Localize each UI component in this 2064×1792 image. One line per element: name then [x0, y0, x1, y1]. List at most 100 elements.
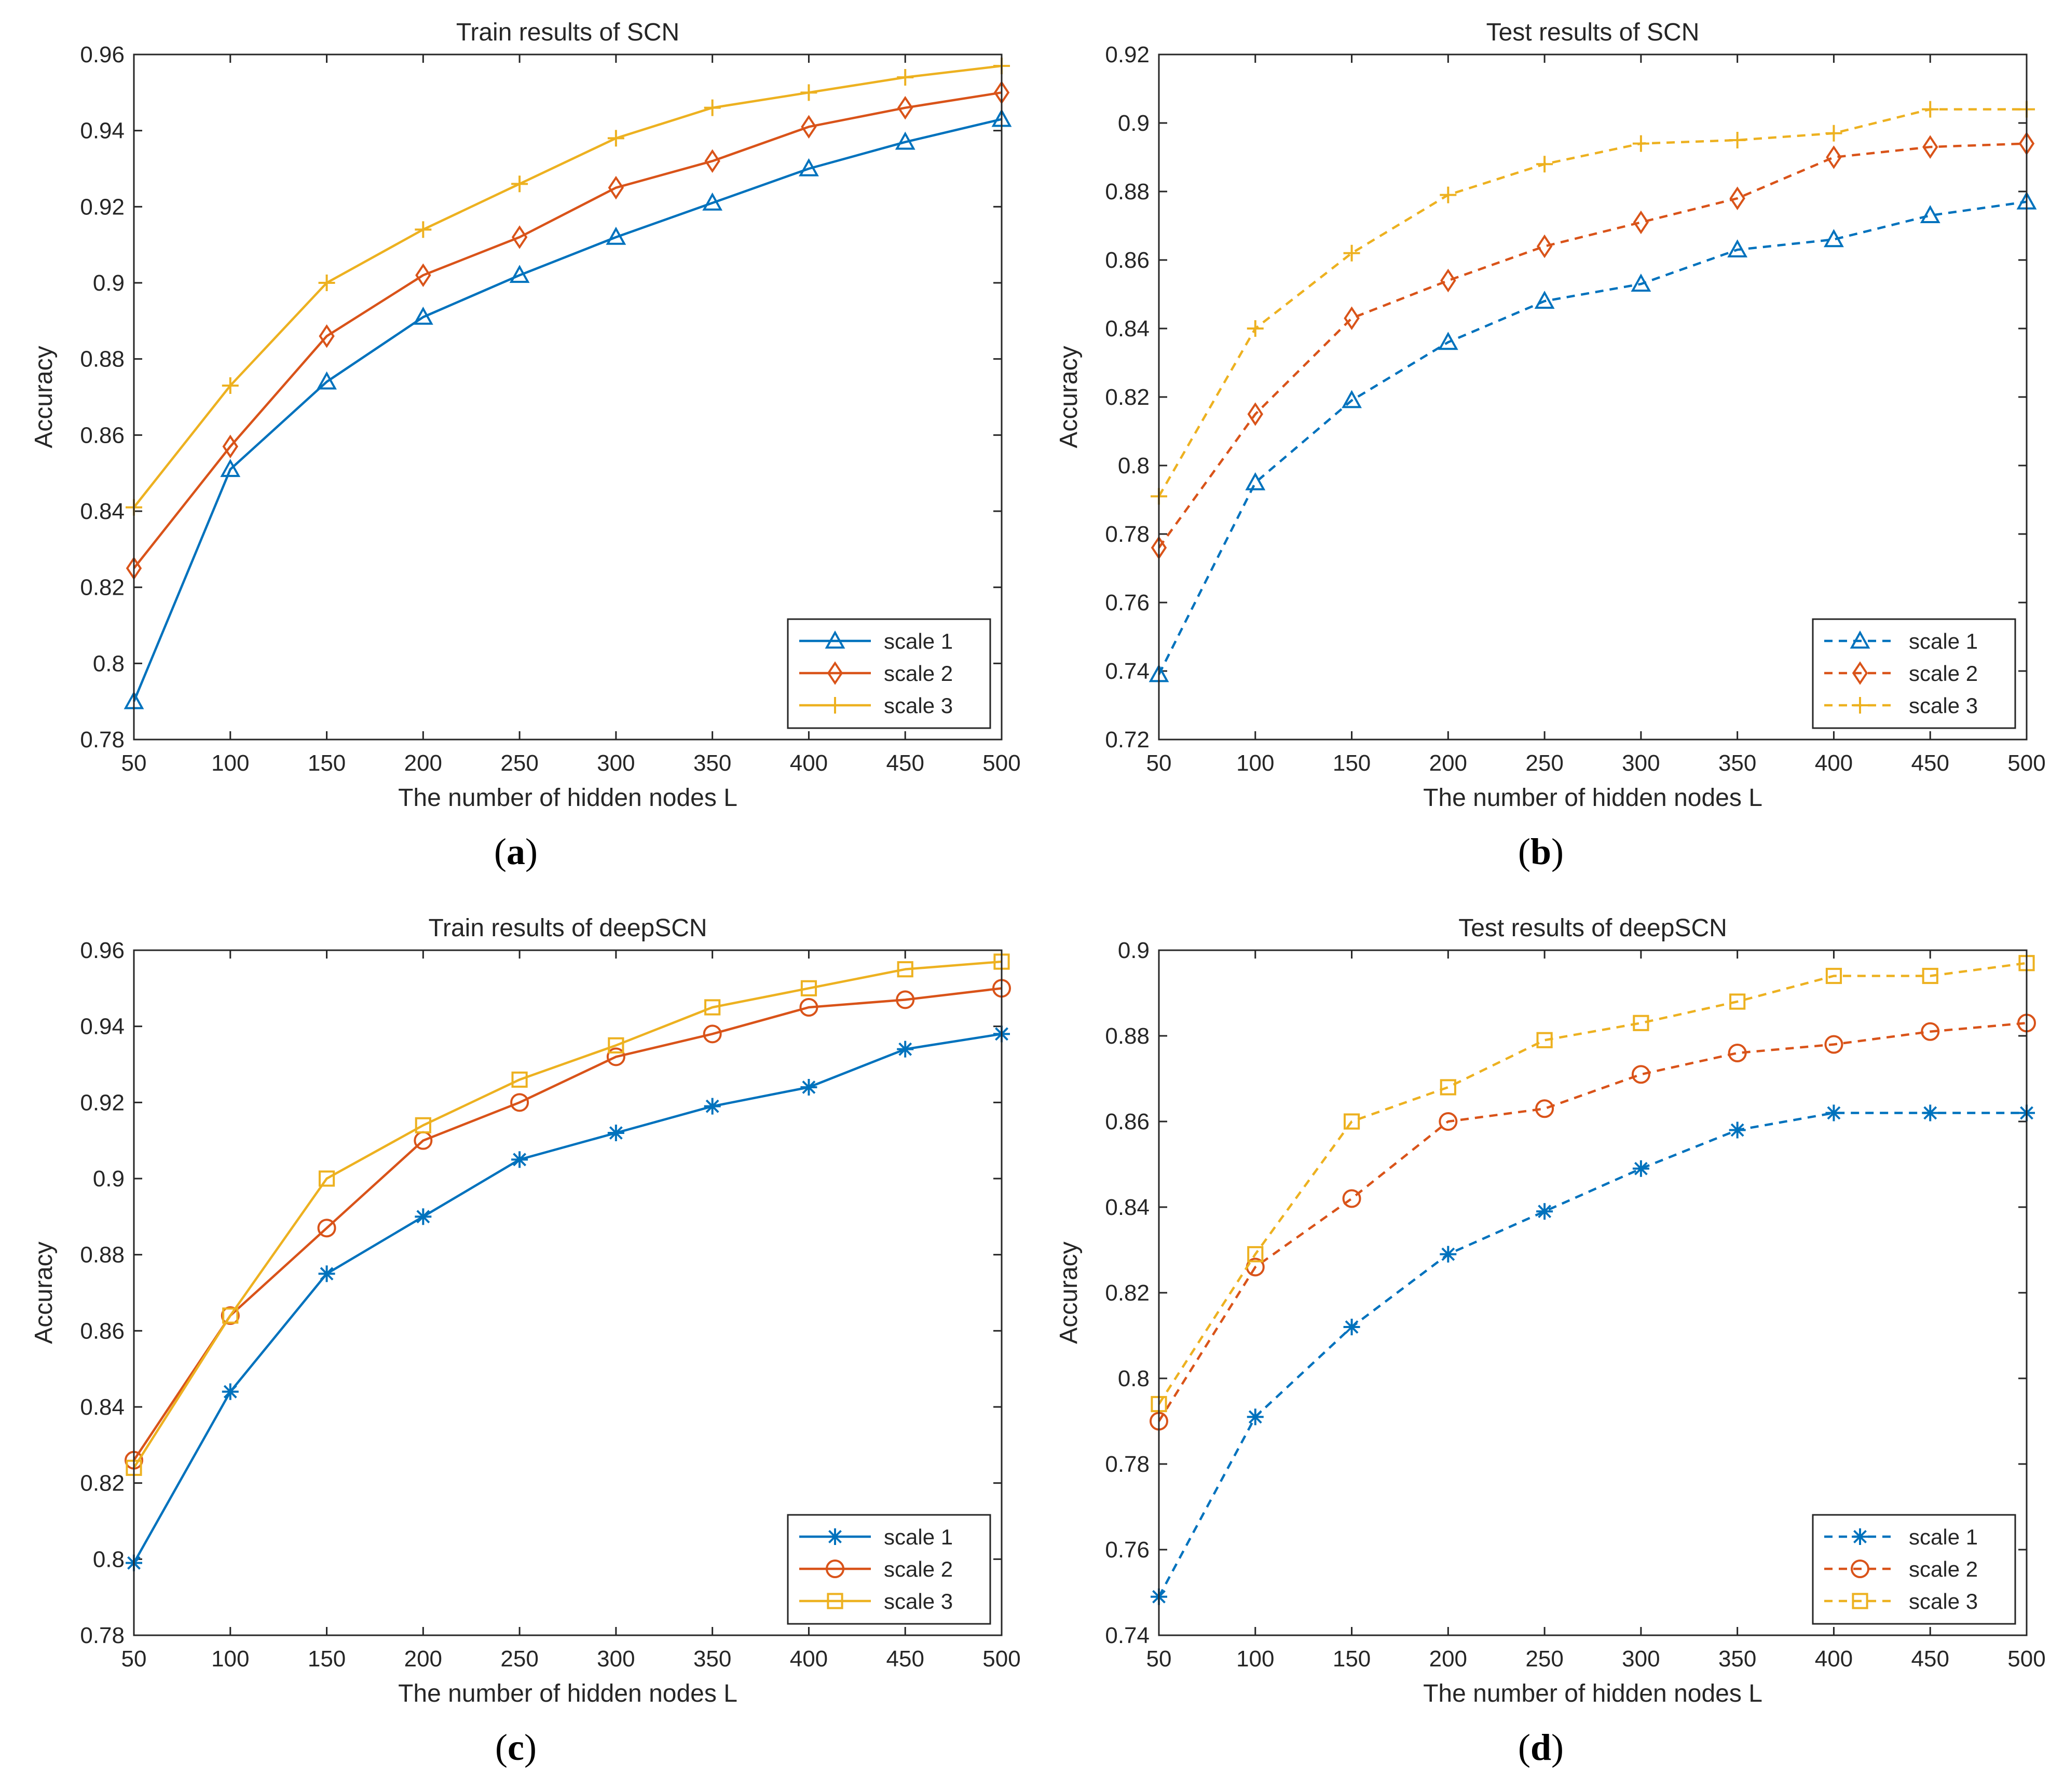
series-line [1158, 1112, 2027, 1597]
data-point-marker [801, 115, 817, 139]
y-axis-label: Accuracy [30, 346, 58, 448]
legend-marker [1852, 661, 1868, 685]
data-point-marker [1922, 967, 1938, 984]
axes-box [1158, 53, 2028, 741]
legend-marker [827, 697, 843, 714]
data-point-marker [1535, 1099, 1554, 1118]
y-tick-label: 0.72 [1105, 727, 1150, 753]
series-3 [1151, 101, 2035, 505]
x-tick-label: 450 [886, 1646, 924, 1672]
y-tick-label: 0.86 [1105, 1109, 1150, 1134]
panel-label-d: d [1530, 1727, 1552, 1768]
x-tick-label: 250 [1525, 750, 1563, 776]
y-tick-label: 0.82 [1105, 385, 1150, 410]
axes-box [1158, 949, 2028, 1636]
chart-panel-d: Test results of deepSCN 50 100 150 200 250 300… [1025, 896, 2057, 1791]
chart-title: Train results of deepSCN [428, 914, 707, 942]
data-point-marker [896, 990, 915, 1009]
x-tick-label: 150 [308, 1646, 346, 1672]
data-point-marker [1534, 291, 1555, 309]
legend-marker [827, 661, 843, 685]
data-point-marker [897, 1041, 914, 1058]
x-tick-label: 350 [693, 750, 731, 776]
legend: scale 1 scale 2 scale 3 [787, 618, 991, 729]
data-point-marker [1343, 1319, 1360, 1335]
data-point-marker [1536, 1203, 1553, 1220]
panel-caption-c: (c) [495, 1727, 537, 1768]
series-line [1157, 200, 2027, 675]
y-tick-label: 0.8 [1118, 1366, 1150, 1391]
legend-marker [1852, 1593, 1868, 1609]
panel-caption-b: (b) [1518, 831, 1564, 872]
y-tick-label: 0.88 [1105, 179, 1150, 204]
legend-entry: scale 3 [1909, 693, 1978, 718]
data-point-marker [415, 1208, 432, 1225]
x-axis-label: The number of hidden nodes L [398, 784, 737, 812]
y-tick-label: 0.74 [1105, 659, 1150, 684]
data-point-marker [1247, 1408, 1264, 1426]
legend-marker [827, 1593, 843, 1609]
data-point-marker [1342, 390, 1362, 408]
data-point-marker [1729, 186, 1745, 211]
data-point-marker [1921, 1022, 1940, 1041]
data-point-marker [1825, 1104, 1842, 1121]
data-point-marker [1343, 244, 1360, 262]
data-point-marker [1440, 1079, 1456, 1096]
data-point-marker [608, 1037, 624, 1054]
x-tick-label: 400 [1815, 1646, 1853, 1672]
y-tick-label: 0.94 [80, 1014, 125, 1039]
series-1 [1149, 191, 2037, 682]
y-tick-label: 0.78 [80, 727, 125, 753]
y-tick-label: 0.78 [1105, 522, 1150, 547]
chart-svg-b: Test results of SCN 50 100 150 200 250 300 350 4… [1055, 19, 2046, 812]
x-tick-label: 250 [500, 750, 538, 776]
data-point-marker [704, 99, 721, 116]
data-point-marker [222, 1307, 239, 1324]
chart-svg-d: Test results of deepSCN 50 100 150 200 250 300… [1055, 914, 2046, 1707]
legend-marker [1852, 697, 1868, 714]
x-tick-label: 300 [597, 750, 635, 776]
series-line [133, 64, 1002, 509]
y-tick-label: 0.78 [80, 1623, 125, 1648]
data-point-marker [222, 1383, 239, 1400]
data-point-marker [415, 221, 432, 238]
x-tick-label: 400 [1815, 750, 1853, 776]
y-tick-label: 0.84 [1105, 316, 1150, 341]
legend: scale 1 scale 2 scale 3 [1812, 618, 2016, 729]
data-point-marker [317, 1219, 336, 1238]
data-point-marker [703, 1024, 722, 1044]
data-point-marker [1729, 132, 1746, 148]
panel-label-c: c [508, 1727, 524, 1768]
series-2 [1151, 131, 2035, 560]
x-tick-label: 200 [1429, 1646, 1467, 1672]
x-tick-label: 450 [1911, 750, 1949, 776]
series-line [1158, 962, 2027, 1405]
x-tick-label: 50 [1146, 750, 1172, 776]
y-tick-label: 0.84 [1105, 1195, 1150, 1220]
data-point-marker [704, 149, 720, 173]
series-3 [1151, 955, 2035, 1413]
x-tick-label: 500 [982, 750, 1020, 776]
data-point-marker [511, 225, 528, 249]
data-point-marker [895, 131, 915, 150]
y-tick-label: 0.86 [1105, 248, 1150, 273]
legend-marker [1850, 630, 1870, 649]
panel-caption-a: (a) [494, 831, 538, 872]
data-point-marker [222, 434, 238, 459]
data-point-marker [1247, 1246, 1264, 1263]
x-tick-label: 100 [1236, 1646, 1274, 1672]
series-2 [126, 80, 1010, 580]
data-point-marker [606, 226, 626, 245]
x-tick-label: 150 [1333, 1646, 1371, 1672]
chart-panel-b: Test results of SCN 50 100 150 200 250 300 350 4… [1025, 0, 2057, 896]
x-tick-label: 100 [211, 1646, 249, 1672]
data-point-marker [1729, 1121, 1746, 1139]
data-point-marker [317, 371, 337, 390]
x-tick-label: 350 [1718, 750, 1756, 776]
chart-svg-a: Train results of SCN 50 100 150 200 250 300 350… [30, 19, 1021, 812]
y-tick-label: 0.9 [93, 1166, 125, 1192]
data-point-marker [1631, 1065, 1650, 1084]
data-point-marker [1439, 1112, 1458, 1131]
legend-entry: scale 2 [1909, 661, 1978, 686]
data-point-marker [800, 1079, 817, 1096]
